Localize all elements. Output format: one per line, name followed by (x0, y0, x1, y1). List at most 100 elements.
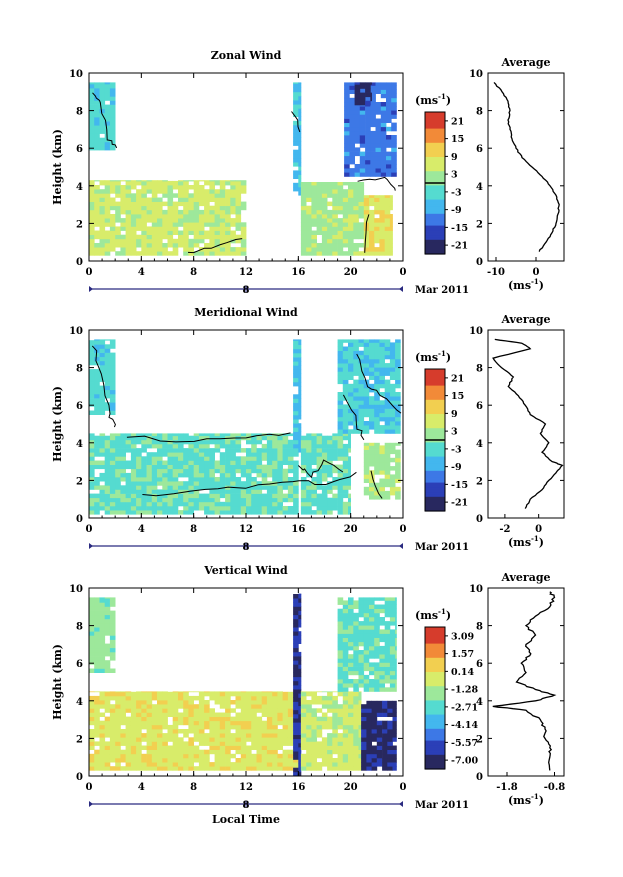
heatmap-cell (104, 758, 111, 763)
heatmap-cell (395, 641, 397, 647)
heatmap-cell (293, 149, 299, 155)
heatmap-cell (157, 712, 163, 717)
heatmap-cell (209, 712, 215, 717)
heatmap-cell (261, 501, 268, 507)
heatmap-cell (391, 106, 397, 111)
heatmap-cell (358, 226, 365, 231)
heatmap-cell (379, 482, 385, 488)
heatmap-cell (130, 443, 137, 449)
heatmap-cell (198, 477, 205, 482)
heatmap-cell (298, 689, 302, 694)
heatmap-cell (282, 720, 289, 726)
colorbar-segment (425, 206, 445, 210)
heatmap-cell (389, 392, 396, 397)
heatmap-cell (246, 691, 252, 697)
heatmap-cell (369, 625, 375, 630)
heatmap-cell (104, 452, 111, 457)
heatmap-cell (130, 510, 137, 515)
heatmap-cell (293, 631, 299, 636)
heatmap-cell (282, 443, 289, 449)
heatmap-cell (293, 427, 299, 432)
heatmap-cell (316, 243, 323, 248)
heatmap-cell (157, 222, 163, 227)
heatmap-cell (342, 425, 349, 430)
heatmap-cell (337, 379, 344, 385)
heatmap-cell (141, 205, 147, 211)
heatmap-cell (188, 222, 194, 227)
heatmap-cell (130, 456, 137, 461)
heatmap-cell (225, 493, 231, 499)
heatmap-cell (374, 400, 380, 405)
heatmap-cell (369, 201, 375, 207)
heatmap-cell (358, 392, 365, 397)
heatmap-cell (316, 691, 323, 693)
heatmap-cell (342, 749, 349, 755)
heatmap-cell (371, 708, 378, 713)
heatmap-cell (188, 214, 194, 219)
heatmap-cell (380, 151, 387, 157)
heatmap-cell (162, 189, 168, 194)
heatmap-cell (298, 656, 302, 661)
heatmap-cell (94, 234, 100, 240)
heatmap-cell (146, 439, 153, 445)
heatmap-cell (337, 489, 344, 494)
heatmap-cell (141, 489, 147, 494)
heatmap-cell (369, 363, 375, 368)
heatmap-cell (379, 645, 385, 651)
heatmap-cell (348, 729, 354, 734)
colorbar-segment (425, 397, 445, 401)
heatmap-cell (99, 724, 106, 730)
heatmap-cell (375, 164, 382, 169)
heatmap-cell (298, 639, 302, 644)
heatmap-cell (298, 95, 302, 101)
heatmap-cell (365, 126, 371, 132)
heatmap-cell (157, 230, 163, 235)
heatmap-cell (287, 485, 294, 490)
heatmap-cell (104, 602, 111, 607)
heatmap-cell (363, 625, 370, 630)
heatmap-cell (392, 766, 397, 771)
heatmap-cell (369, 404, 375, 409)
heatmap-cell (193, 197, 200, 202)
heatmap-cell (342, 708, 349, 713)
heatmap-cell (389, 205, 393, 211)
heatmap-cell (316, 251, 323, 256)
heatmap-cell (293, 402, 299, 408)
heatmap-cell (94, 741, 100, 746)
heatmap-cell (337, 429, 344, 434)
heatmap-cell (230, 452, 236, 457)
heatmap-cell (94, 339, 100, 341)
heatmap-cell (198, 238, 205, 244)
heatmap-cell (89, 493, 95, 499)
heatmap-cell (99, 189, 106, 194)
heatmap-cell (379, 429, 385, 434)
heatmap-cell (146, 737, 153, 742)
heatmap-cell (361, 762, 367, 767)
heatmap-cell (384, 416, 391, 422)
heatmap-cell (261, 510, 268, 515)
heatmap-cell (389, 238, 393, 244)
heatmap-cell (348, 720, 354, 726)
heatmap-cell (298, 668, 302, 673)
heatmap-cell (178, 695, 184, 701)
heatmap-cell (395, 350, 401, 356)
heatmap-cell (99, 117, 106, 122)
heatmap-cell (94, 435, 100, 441)
heatmap-cell (306, 218, 312, 223)
heatmap-cell (251, 439, 257, 445)
panel-title: Vertical Wind (203, 564, 288, 577)
heatmap-cell (89, 627, 95, 632)
heatmap-cell (369, 645, 375, 651)
heatmap-cell (120, 733, 126, 738)
heatmap-cell (272, 506, 278, 511)
heatmap-cell (99, 472, 106, 478)
heatmap-cell (300, 708, 307, 713)
heatmap-cell (391, 164, 397, 169)
heatmap-cell (193, 218, 200, 223)
colorbar-segment (425, 130, 445, 134)
heatmap-cell (298, 170, 302, 175)
heatmap-cell (321, 243, 328, 248)
heatmap-cell (298, 709, 302, 715)
heatmap-cell (230, 720, 236, 726)
heatmap-cell (89, 481, 95, 486)
